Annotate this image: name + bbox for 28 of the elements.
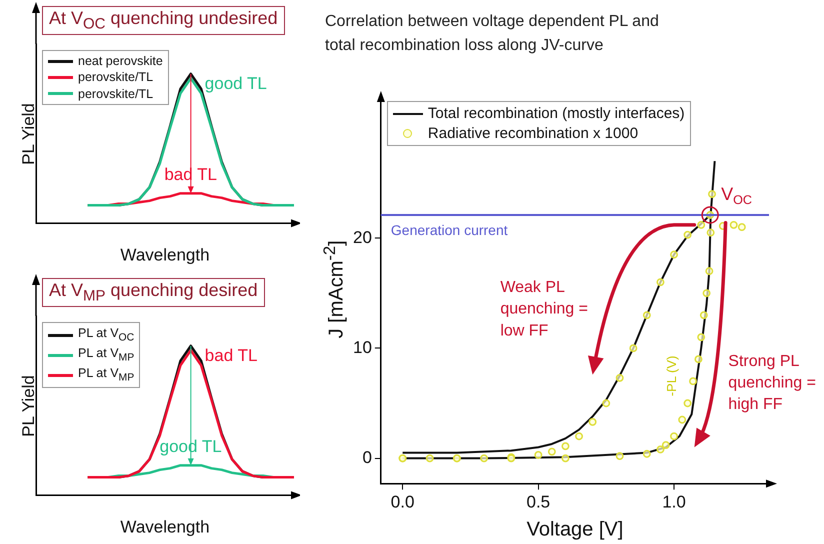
legend-label: Radiative recombination x 1000 <box>428 124 638 143</box>
x-tick-label: 1.0 <box>662 492 686 512</box>
x-axis-title: Voltage [V] <box>526 518 624 541</box>
y-axis-title: PL Yield <box>18 102 38 164</box>
annotation: Strong PL quenching = high FF <box>728 352 816 414</box>
x-axis-title: Wavelength <box>120 245 210 264</box>
legend-label: neat perovskite <box>78 53 163 70</box>
legend-label: perovskite/TL <box>78 86 154 102</box>
annotation: -PL (V) <box>664 356 680 396</box>
chart-title: Correlation between voltage dependent PL and total recombination loss along JV-curve <box>325 12 660 56</box>
annotation: Weak PL quenching = low FF <box>500 279 588 340</box>
chart-title: At V$_{OC}$ quenching undesired <box>42 6 285 35</box>
y-axis-title: PL Yield <box>18 374 38 436</box>
legend-label: Total recombination (mostly interfaces) <box>428 104 685 124</box>
x-tick-label: 0.0 <box>390 492 414 512</box>
legend-label: PL at V$_{MP}$ <box>78 345 134 366</box>
annotation: good TL <box>204 74 267 94</box>
y-tick-label: 0 <box>362 448 372 467</box>
chart-title: At V$_{MP}$ quenching desired <box>42 278 265 307</box>
legend-label: perovskite/TL <box>78 69 154 86</box>
legend-label: PL at V$_{MP}$ <box>78 365 134 386</box>
ref-line-label: Generation current <box>390 222 508 238</box>
x-axis-title: Wavelength <box>120 517 210 536</box>
legend-label: PL at V$_{OC}$ <box>78 325 134 346</box>
x-tick-label: 0.5 <box>526 492 550 512</box>
y-tick-label: 20 <box>352 228 372 247</box>
annotation: bad TL <box>204 346 258 366</box>
y-tick-label: 10 <box>352 338 372 357</box>
